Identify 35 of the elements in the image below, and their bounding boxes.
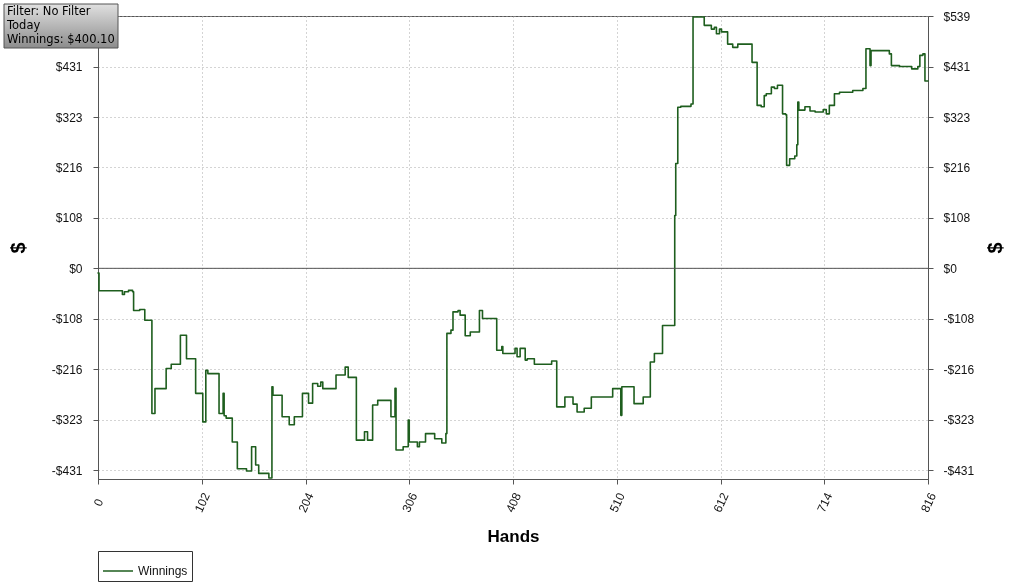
legend-label: Winnings	[138, 564, 188, 578]
x-tick-label: 102	[191, 490, 213, 515]
y2-tick-label: -$108	[943, 312, 975, 327]
y-tick-label: $108	[55, 211, 83, 226]
x-axis-title: Hands	[487, 526, 540, 546]
y2-tick-label: $539	[943, 9, 971, 24]
y-tick-label: $0	[69, 261, 83, 276]
x-tick-label: 306	[399, 490, 421, 515]
x-tick-label: 0	[90, 496, 107, 509]
y-axis-title: $	[6, 242, 29, 254]
annotation: Winnings: $400.10	[7, 32, 115, 46]
x-tick-label: 714	[814, 490, 836, 515]
y2-tick-label: $216	[943, 160, 971, 175]
text: Today	[6, 18, 41, 32]
x-tick-label: 612	[710, 490, 732, 515]
y2-tick-label: -$216	[943, 362, 975, 377]
x-tick-label: 816	[917, 490, 940, 515]
x-tick-label: 408	[502, 490, 525, 515]
x-tick-label: 510	[606, 490, 628, 515]
y2-tick-label: $0	[943, 261, 958, 276]
x-tick-label: 204	[295, 490, 317, 515]
y2-tick-label: -$431	[943, 463, 975, 478]
y-tick-label: -$216	[51, 362, 83, 377]
y-tick-label: -$323	[51, 413, 83, 428]
y2-tick-label: -$323	[943, 413, 975, 428]
y2-tick-label: $431	[943, 60, 971, 75]
y2-tick-label: $108	[943, 211, 971, 226]
y-tick-label: -$108	[51, 312, 83, 327]
y-tick-label: $216	[55, 160, 83, 175]
y2-tick-label: $323	[943, 110, 971, 125]
y2-axis-title: $	[983, 242, 1006, 254]
text: Filter: No Filter	[7, 4, 91, 18]
y-tick-label: $431	[55, 60, 83, 75]
y-tick-label: $323	[55, 110, 83, 125]
y-tick-label: -$431	[51, 463, 83, 478]
